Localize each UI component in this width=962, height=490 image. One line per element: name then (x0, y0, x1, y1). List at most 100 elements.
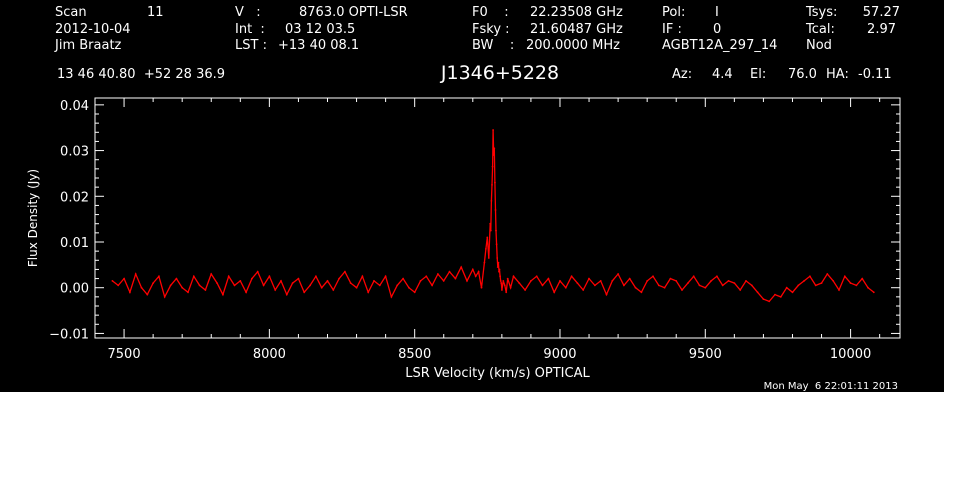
data-point (687, 282, 689, 284)
data-point (716, 275, 718, 278)
data-point (791, 291, 794, 294)
y-axis-label: Flux Density (Jy) (26, 169, 40, 267)
data-point (309, 284, 311, 287)
data-point (485, 248, 487, 250)
data-point (280, 280, 282, 282)
data-point (483, 261, 486, 264)
el-label: El: (750, 67, 767, 82)
pol-label: Pol: (662, 5, 686, 20)
data-point (460, 266, 463, 268)
data-point (745, 280, 747, 282)
data-point (541, 284, 544, 287)
data-point (355, 286, 358, 289)
az-label: Az: (672, 67, 693, 82)
axis-ticks: 7500 8000 8500 9000 9500 10000 −0.01 0.00 0.01 0.… (49, 98, 900, 362)
data-point (181, 286, 184, 289)
data-point (501, 289, 503, 291)
y-tick-label: 0.03 (60, 145, 89, 160)
data-point (502, 280, 505, 282)
fsky-label: Fsky : (472, 22, 510, 37)
data-point (111, 280, 114, 282)
data-point (872, 291, 875, 294)
data-point (495, 243, 498, 246)
data-point (564, 286, 567, 289)
data-point (503, 284, 506, 287)
data-point (239, 280, 242, 282)
data-point (675, 280, 678, 282)
data-point (774, 293, 776, 296)
x-axis-label: LSR Velocity (km/s) OPTICAL (405, 366, 590, 381)
data-point (367, 291, 370, 294)
tcal-label: Tcal: (806, 22, 835, 37)
data-point (721, 284, 724, 287)
data-point (843, 275, 846, 278)
data-point (402, 277, 404, 280)
data-point (315, 275, 317, 278)
velocity-value: 8763.0 OPTI-LSR (299, 5, 408, 20)
data-point (710, 280, 712, 282)
data-point (332, 289, 335, 291)
tsys-value: 57.27 (862, 5, 900, 20)
data-point (698, 284, 701, 287)
data-point (129, 291, 131, 294)
data-point (494, 181, 496, 184)
data-point (838, 289, 840, 291)
data-point (491, 184, 493, 186)
data-point (256, 270, 259, 273)
data-point (505, 291, 508, 294)
data-point (768, 300, 771, 303)
data-point (204, 289, 207, 291)
data-point (152, 282, 155, 284)
el-value: 76.0 (788, 67, 817, 82)
data-point (634, 286, 637, 289)
data-point (495, 229, 497, 232)
data-point (820, 282, 823, 284)
data-point (500, 282, 503, 284)
data-point (163, 296, 166, 298)
data-point (454, 277, 457, 280)
data-point (491, 165, 494, 168)
int-label: Int : (235, 22, 265, 37)
ha-label: HA: (826, 67, 849, 82)
data-point (425, 275, 428, 278)
plot-panel (0, 0, 944, 392)
data-point (326, 280, 329, 282)
x-tick-label: 8500 (398, 347, 431, 362)
data-point (692, 275, 695, 278)
series-group (111, 129, 875, 303)
data-point (493, 147, 496, 150)
data-point (867, 286, 869, 289)
data-point (175, 277, 178, 280)
data-point (192, 275, 195, 278)
data-point (123, 277, 125, 280)
data-point (646, 280, 649, 282)
data-point (657, 284, 660, 287)
data-point (477, 270, 480, 273)
data-point (599, 280, 602, 282)
project-id: AGBT12A_297_14 (662, 38, 778, 53)
data-point (492, 154, 495, 157)
if-value: 0 (713, 22, 722, 37)
data-point (588, 277, 590, 280)
if-label: IF : (662, 22, 682, 37)
x-tick-label: 8000 (253, 347, 286, 362)
data-point (431, 284, 433, 287)
data-point (582, 289, 585, 291)
data-point (524, 289, 526, 291)
data-point (245, 291, 248, 294)
data-point (826, 273, 829, 275)
az-value: 4.4 (712, 67, 733, 82)
data-point (474, 275, 477, 278)
data-point (494, 209, 497, 211)
data-point (187, 291, 189, 294)
int-value: 03 12 03.5 (285, 22, 356, 37)
data-point (216, 282, 219, 284)
pol-value: I (715, 5, 719, 20)
f0-label: F0 : (472, 5, 509, 20)
data-point (497, 261, 500, 264)
x-tick-label: 9500 (689, 347, 722, 362)
data-point (291, 282, 294, 284)
data-point (274, 289, 277, 291)
data-point (373, 280, 375, 282)
data-point (349, 282, 352, 284)
